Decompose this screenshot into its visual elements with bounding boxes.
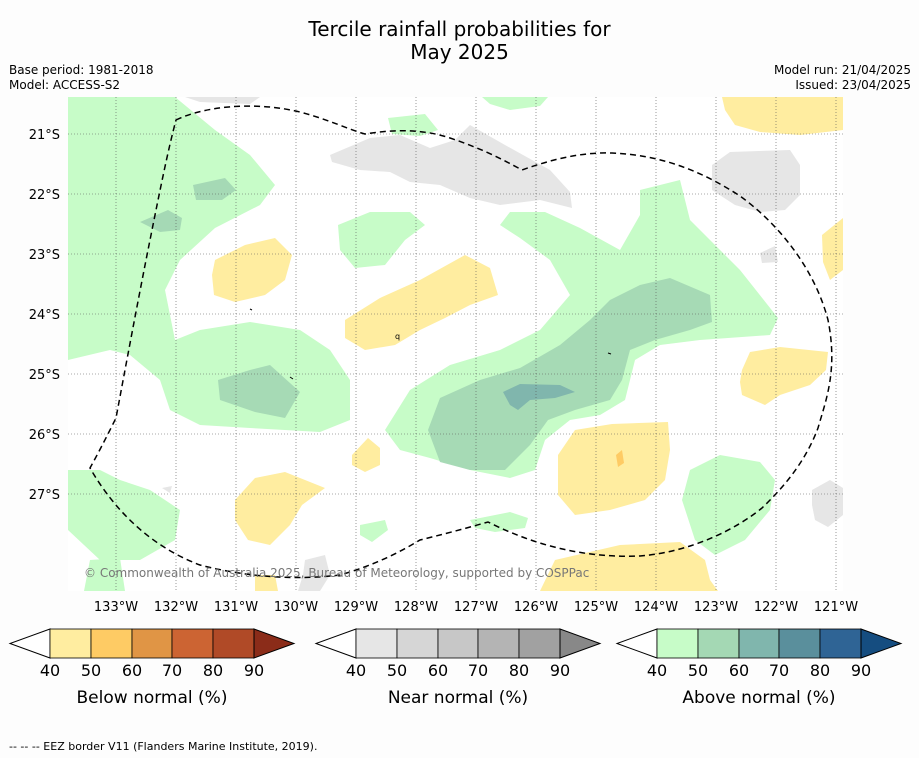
cb-tick: 60 — [122, 661, 142, 680]
cb-tick: 40 — [346, 661, 366, 680]
contour-mark — [249, 308, 253, 311]
base-period-text: Base period: 1981-2018 — [9, 63, 154, 77]
cb-tick: 70 — [162, 661, 182, 680]
probability-map — [68, 97, 843, 591]
cb-tick: 80 — [509, 661, 529, 680]
cb-tick: 90 — [244, 661, 264, 680]
below-normal-colorbar: 40 50 60 70 80 90 Below normal (%) — [8, 628, 296, 708]
cb-tick: 70 — [468, 661, 488, 680]
lon-label: 132°W — [154, 600, 198, 615]
copyright-text: © Commonwealth of Australia 2025, Bureau… — [84, 566, 589, 580]
issued-text: Issued: 23/04/2025 — [795, 78, 911, 92]
cb-tick: 50 — [387, 661, 407, 680]
map-title: Tercile rainfall probabilities for May 2… — [0, 18, 919, 64]
cb-swatch — [697, 628, 740, 659]
run-info: Model run: 21/04/2025 Issued: 23/04/2025 — [774, 63, 911, 93]
cb-tick: 60 — [428, 661, 448, 680]
cb-swatch — [396, 628, 439, 659]
title-line-1: Tercile rainfall probabilities for — [308, 17, 611, 41]
cb-tick: 70 — [769, 661, 789, 680]
lon-labels: 133°W 132°W 131°W 130°W 129°W 128°W 127°… — [94, 600, 858, 615]
lat-label: 27°S — [29, 488, 60, 503]
cb-swatch — [819, 628, 862, 659]
cb-tick: 90 — [550, 661, 570, 680]
above-normal-high-regions — [503, 384, 575, 410]
cb-tick: 90 — [851, 661, 871, 680]
cb-swatch — [355, 628, 398, 659]
lon-label: 128°W — [394, 600, 438, 615]
cb-tick: 40 — [647, 661, 667, 680]
cb-swatch — [437, 628, 479, 659]
lon-label: 131°W — [214, 600, 258, 615]
cb-swatch — [131, 628, 173, 659]
cb-swatch — [90, 628, 133, 659]
cb-tick: 50 — [81, 661, 101, 680]
cb-swatch — [212, 628, 255, 659]
cb-title: Above normal (%) — [682, 688, 835, 708]
eez-footnote: -- -- -- EEZ border V11 (Flanders Marine… — [9, 740, 318, 753]
cb-swatch — [656, 628, 699, 659]
lon-label: 127°W — [454, 600, 498, 615]
title-line-2: May 2025 — [410, 40, 509, 64]
lon-label: 126°W — [514, 600, 558, 615]
cb-tick: 50 — [688, 661, 708, 680]
lat-label: 24°S — [29, 308, 60, 323]
cb-tick: 60 — [729, 661, 749, 680]
contour-mark — [607, 352, 612, 355]
cb-swatch — [171, 628, 214, 659]
lat-label: 21°S — [29, 128, 60, 143]
lon-label: 124°W — [634, 600, 678, 615]
below-normal-regions — [212, 97, 843, 591]
lat-label: 25°S — [29, 368, 60, 383]
lon-label: 122°W — [754, 600, 798, 615]
near-normal-regions — [162, 97, 843, 591]
cb-tick: 40 — [40, 661, 60, 680]
graticule — [68, 97, 843, 591]
above-normal-colorbar: 40 50 60 70 80 90 Above normal (%) — [615, 628, 903, 708]
lon-label: 130°W — [274, 600, 318, 615]
lat-label: 22°S — [29, 188, 60, 203]
cb-swatch — [253, 628, 296, 659]
model-name-text: Model: ACCESS-S2 — [9, 78, 121, 92]
map-marker: q — [395, 332, 400, 341]
lon-label: 121°W — [814, 600, 858, 615]
contour-mark — [289, 376, 294, 380]
cb-swatch — [477, 628, 520, 659]
below-normal-mid-region — [616, 450, 624, 467]
lon-label: 125°W — [574, 600, 618, 615]
cb-swatch — [49, 628, 92, 659]
cb-swatch — [559, 628, 602, 659]
cb-tick: 80 — [203, 661, 223, 680]
cb-swatch — [738, 628, 780, 659]
lat-label: 26°S — [29, 428, 60, 443]
lon-label: 133°W — [94, 600, 138, 615]
cb-swatch — [518, 628, 561, 659]
model-run-text: Model run: 21/04/2025 — [773, 63, 911, 77]
lat-label: 23°S — [29, 248, 60, 263]
cb-title: Below normal (%) — [77, 688, 228, 708]
cb-tick: 80 — [810, 661, 830, 680]
near-normal-colorbar: 40 50 60 70 80 90 Near normal (%) — [314, 628, 602, 708]
lat-labels: 21°S 22°S 23°S 24°S 25°S 26°S 27°S — [29, 128, 60, 503]
cb-swatch — [860, 628, 903, 659]
model-info: Base period: 1981-2018 Model: ACCESS-S2 — [9, 63, 154, 93]
cb-title: Near normal (%) — [388, 688, 528, 708]
cb-swatch — [778, 628, 821, 659]
eez-border — [89, 105, 833, 579]
lon-label: 129°W — [334, 600, 378, 615]
lon-label: 123°W — [694, 600, 738, 615]
